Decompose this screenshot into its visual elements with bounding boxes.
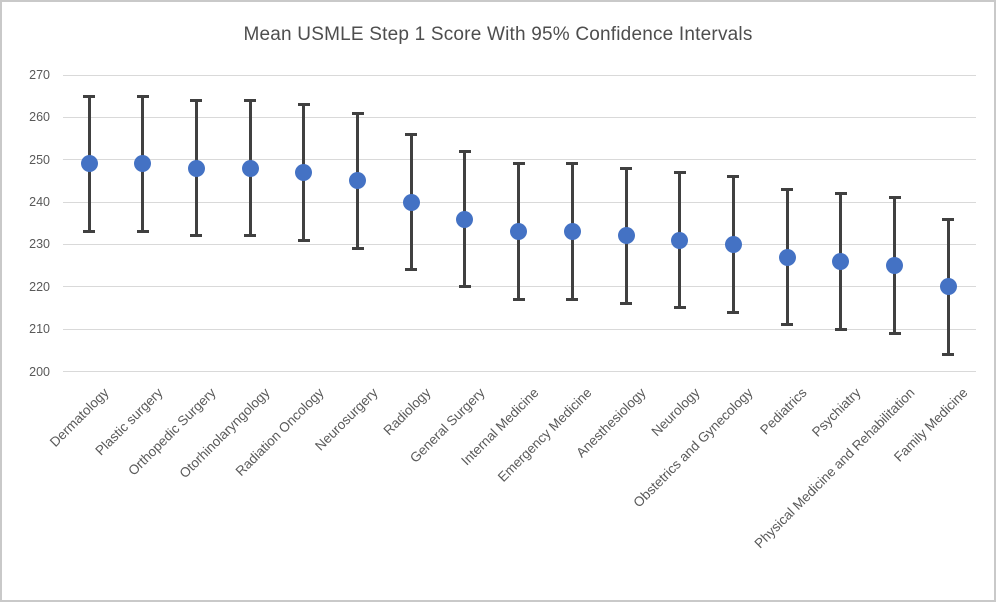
- mean-marker: [671, 231, 689, 249]
- mean-marker: [456, 210, 474, 228]
- error-bar-cap-bottom: [566, 297, 579, 301]
- x-axis-category-label: Neurosurgery: [311, 385, 381, 454]
- error-bar-cap-top: [83, 94, 95, 98]
- x-axis-category-label: Radiation Oncology: [232, 385, 327, 479]
- x-axis-category-label: Internal Medicine: [457, 385, 542, 469]
- error-bar-cap-top: [727, 175, 740, 179]
- x-axis-category-label: Family Medicine: [891, 385, 971, 465]
- mean-marker: [617, 227, 635, 245]
- mean-marker: [778, 248, 796, 266]
- x-axis-category-label: Obstetrics and Gynecology: [630, 385, 756, 511]
- x-axis-category-label: Neurology: [648, 385, 703, 440]
- error-bar-cap-bottom: [942, 353, 955, 357]
- y-gridline: [63, 116, 976, 118]
- x-axis-category-label: Radiology: [380, 385, 434, 439]
- error-bar-cap-bottom: [83, 230, 95, 234]
- error-bar-cap-bottom: [512, 297, 525, 301]
- y-axis-tick-label: 210: [29, 322, 50, 337]
- chart-title: Mean USMLE Step 1 Score With 95% Confide…: [243, 24, 753, 45]
- y-gridline: [63, 159, 976, 161]
- error-bar-cap-top: [781, 187, 794, 191]
- y-axis-tick-label: 240: [29, 195, 50, 210]
- y-axis-tick-label: 220: [29, 279, 50, 294]
- y-gridline: [63, 328, 976, 330]
- x-axis-category-label: Anesthesiology: [573, 385, 649, 461]
- error-bar-cap-bottom: [727, 310, 740, 314]
- x-axis-category-label: Psychiatry: [808, 385, 864, 440]
- error-bar-cap-bottom: [351, 247, 364, 251]
- y-axis-tick-label: 230: [29, 237, 50, 252]
- y-axis-tick-label: 250: [29, 152, 50, 167]
- error-bar-cap-top: [566, 162, 579, 166]
- error-bar-cap-top: [834, 192, 847, 196]
- x-axis-category-label: Pediatrics: [757, 385, 810, 438]
- y-gridline: [63, 371, 976, 372]
- y-gridline: [63, 74, 976, 76]
- error-bar-cap-bottom: [673, 306, 686, 310]
- error-bar-cap-top: [512, 162, 525, 166]
- error-bar-cap-top: [620, 166, 632, 170]
- error-bar-cap-top: [458, 149, 471, 153]
- error-bar-cap-bottom: [458, 285, 471, 289]
- error-bar-cap-top: [351, 111, 364, 115]
- x-axis-category-label: Otorhinolaryngology: [176, 385, 273, 482]
- mean-marker: [80, 155, 98, 173]
- mean-marker: [939, 278, 957, 296]
- error-bar-cap-top: [297, 103, 310, 107]
- y-axis-tick-label: 200: [29, 364, 50, 379]
- error-bar-cap-bottom: [136, 230, 149, 234]
- mean-marker: [295, 163, 313, 181]
- error-bar-cap-bottom: [781, 323, 794, 327]
- mean-marker: [402, 193, 420, 211]
- error-bar-cap-bottom: [888, 331, 901, 335]
- error-bar-cap-top: [136, 94, 149, 98]
- error-bar-cap-top: [942, 217, 955, 221]
- error-bar-cap-bottom: [620, 302, 632, 306]
- mean-marker: [187, 159, 205, 177]
- x-axis-category-label: General Surgery: [406, 385, 488, 466]
- error-bar-cap-top: [190, 98, 203, 102]
- error-bar-cap-bottom: [244, 234, 257, 238]
- error-bar-cap-bottom: [405, 268, 418, 272]
- error-bar-cap-bottom: [834, 327, 847, 331]
- y-axis-tick-label: 260: [29, 110, 50, 125]
- error-bar-cap-top: [405, 132, 418, 136]
- y-axis-tick-label: 270: [29, 68, 50, 82]
- mean-marker: [349, 172, 366, 190]
- error-bar-cap-bottom: [190, 234, 203, 238]
- x-axis-category-label: Orthopedic Surgery: [125, 385, 220, 479]
- error-bar-cap-top: [244, 98, 257, 102]
- mean-marker: [832, 252, 850, 270]
- error-bar-cap-top: [673, 170, 686, 174]
- mean-marker: [134, 155, 152, 173]
- error-bar-cap-top: [888, 196, 901, 200]
- mean-marker: [510, 223, 528, 241]
- mean-marker: [724, 235, 742, 253]
- mean-marker: [241, 159, 259, 177]
- x-axis-category-label: Emergency Medicine: [495, 385, 595, 485]
- mean-marker: [886, 257, 903, 275]
- mean-marker: [563, 223, 581, 241]
- x-axis-category-label: Physical Medicine and Rehabilitation: [751, 385, 918, 552]
- error-bar-cap-bottom: [297, 238, 310, 242]
